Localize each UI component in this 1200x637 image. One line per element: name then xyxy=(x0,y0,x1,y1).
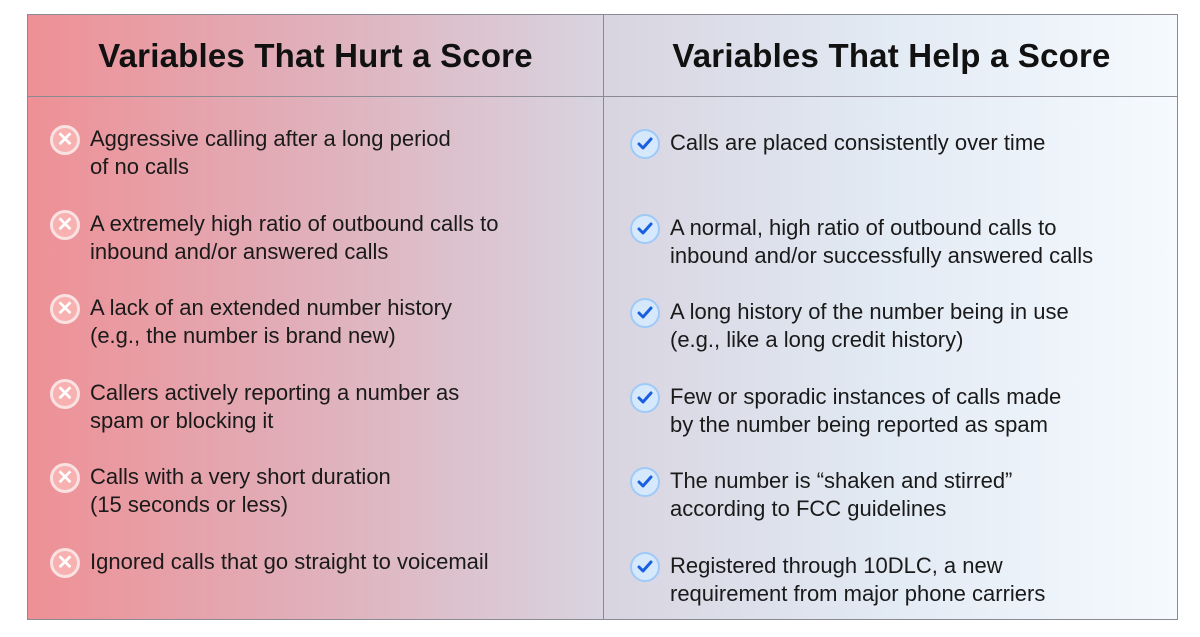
list-item: A normal, high ratio of outbound calls t… xyxy=(630,213,1094,299)
item-text-line: Calls are placed consistently over time xyxy=(670,130,1046,155)
item-text-line: Ignored calls that go straight to voicem… xyxy=(90,548,489,574)
list-item: ✕ Ignored calls that go straight to voice… xyxy=(50,547,498,633)
list-item: Calls are placed consistently over time xyxy=(630,129,1093,214)
item-text-line: inbound and/or successfully answered cal… xyxy=(670,242,1094,268)
item-text-line: Registered through 10DLC, a new xyxy=(670,552,1003,578)
item-text-line: A long history of the number being in us… xyxy=(670,299,1069,325)
item-text-line: spam or blocking it xyxy=(90,407,274,433)
x-circle-icon: ✕ xyxy=(50,209,80,240)
list-item: A long history of the number being in us… xyxy=(630,298,1093,383)
check-circle-icon xyxy=(630,551,660,582)
item-text-line: (15 seconds or less) xyxy=(90,492,289,518)
check-circle-icon xyxy=(630,213,660,244)
item-text-line: by the number being reported as spam xyxy=(670,411,1048,437)
item-text-line: according to FCC guidelines xyxy=(670,496,947,522)
x-circle-icon: ✕ xyxy=(50,463,80,494)
help-list: Calls are placed consistently over time A… xyxy=(630,129,1093,637)
list-item: Few or sporadic instances of calls made b… xyxy=(630,382,1093,468)
check-circle-icon xyxy=(630,298,660,329)
x-circle-icon: ✕ xyxy=(50,125,80,155)
list-item: The number is “shaken and stirred” accord… xyxy=(630,467,1093,552)
list-item: ✕ A extremely high ratio of outbound call… xyxy=(50,209,499,295)
item-text-line: requirement from major phone carriers xyxy=(670,580,1046,606)
list-item: ✕ Calls with a very short duration (15 sec… xyxy=(50,463,498,548)
item-text-line: A extremely high ratio of outbound calls… xyxy=(90,210,499,236)
list-item: ✕ Aggressive calling after a long period o… xyxy=(50,125,498,210)
x-circle-icon: ✕ xyxy=(50,294,80,325)
item-text-line: inbound and/or answered calls xyxy=(90,238,389,264)
check-circle-icon xyxy=(630,467,660,498)
comparison-table: Variables That Hurt a Score Variables Th… xyxy=(27,14,1178,620)
item-text-line: (e.g., the number is brand new) xyxy=(90,323,396,349)
list-item: Registered through 10DLC, a new requireme… xyxy=(630,551,1093,637)
x-circle-icon: ✕ xyxy=(50,547,80,578)
column-divider xyxy=(603,15,604,619)
hurt-list: ✕ Aggressive calling after a long period o… xyxy=(50,125,498,633)
check-circle-icon xyxy=(630,382,660,413)
help-title: Variables That Help a Score xyxy=(672,37,1111,74)
list-item: ✕ Callers actively reporting a number as s… xyxy=(50,378,498,464)
item-text-line: (e.g., like a long credit history) xyxy=(670,327,964,353)
item-text-line: Few or sporadic instances of calls made xyxy=(670,383,1062,409)
item-text-line: of no calls xyxy=(90,154,190,179)
item-text-line: Aggressive calling after a long period xyxy=(90,126,451,151)
list-item: ✕ A lack of an extended number history (e.… xyxy=(50,294,498,379)
hurt-title: Variables That Hurt a Score xyxy=(98,37,533,74)
item-text-line: Callers actively reporting a number as xyxy=(90,379,460,405)
header-divider xyxy=(28,96,1177,97)
item-text-line: A lack of an extended number history xyxy=(90,295,452,321)
x-circle-icon: ✕ xyxy=(50,378,80,409)
item-text-line: A normal, high ratio of outbound calls t… xyxy=(670,214,1057,240)
check-circle-icon xyxy=(630,129,660,159)
item-text-line: Calls with a very short duration xyxy=(90,464,391,490)
item-text-line: The number is “shaken and stirred” xyxy=(670,468,1013,494)
